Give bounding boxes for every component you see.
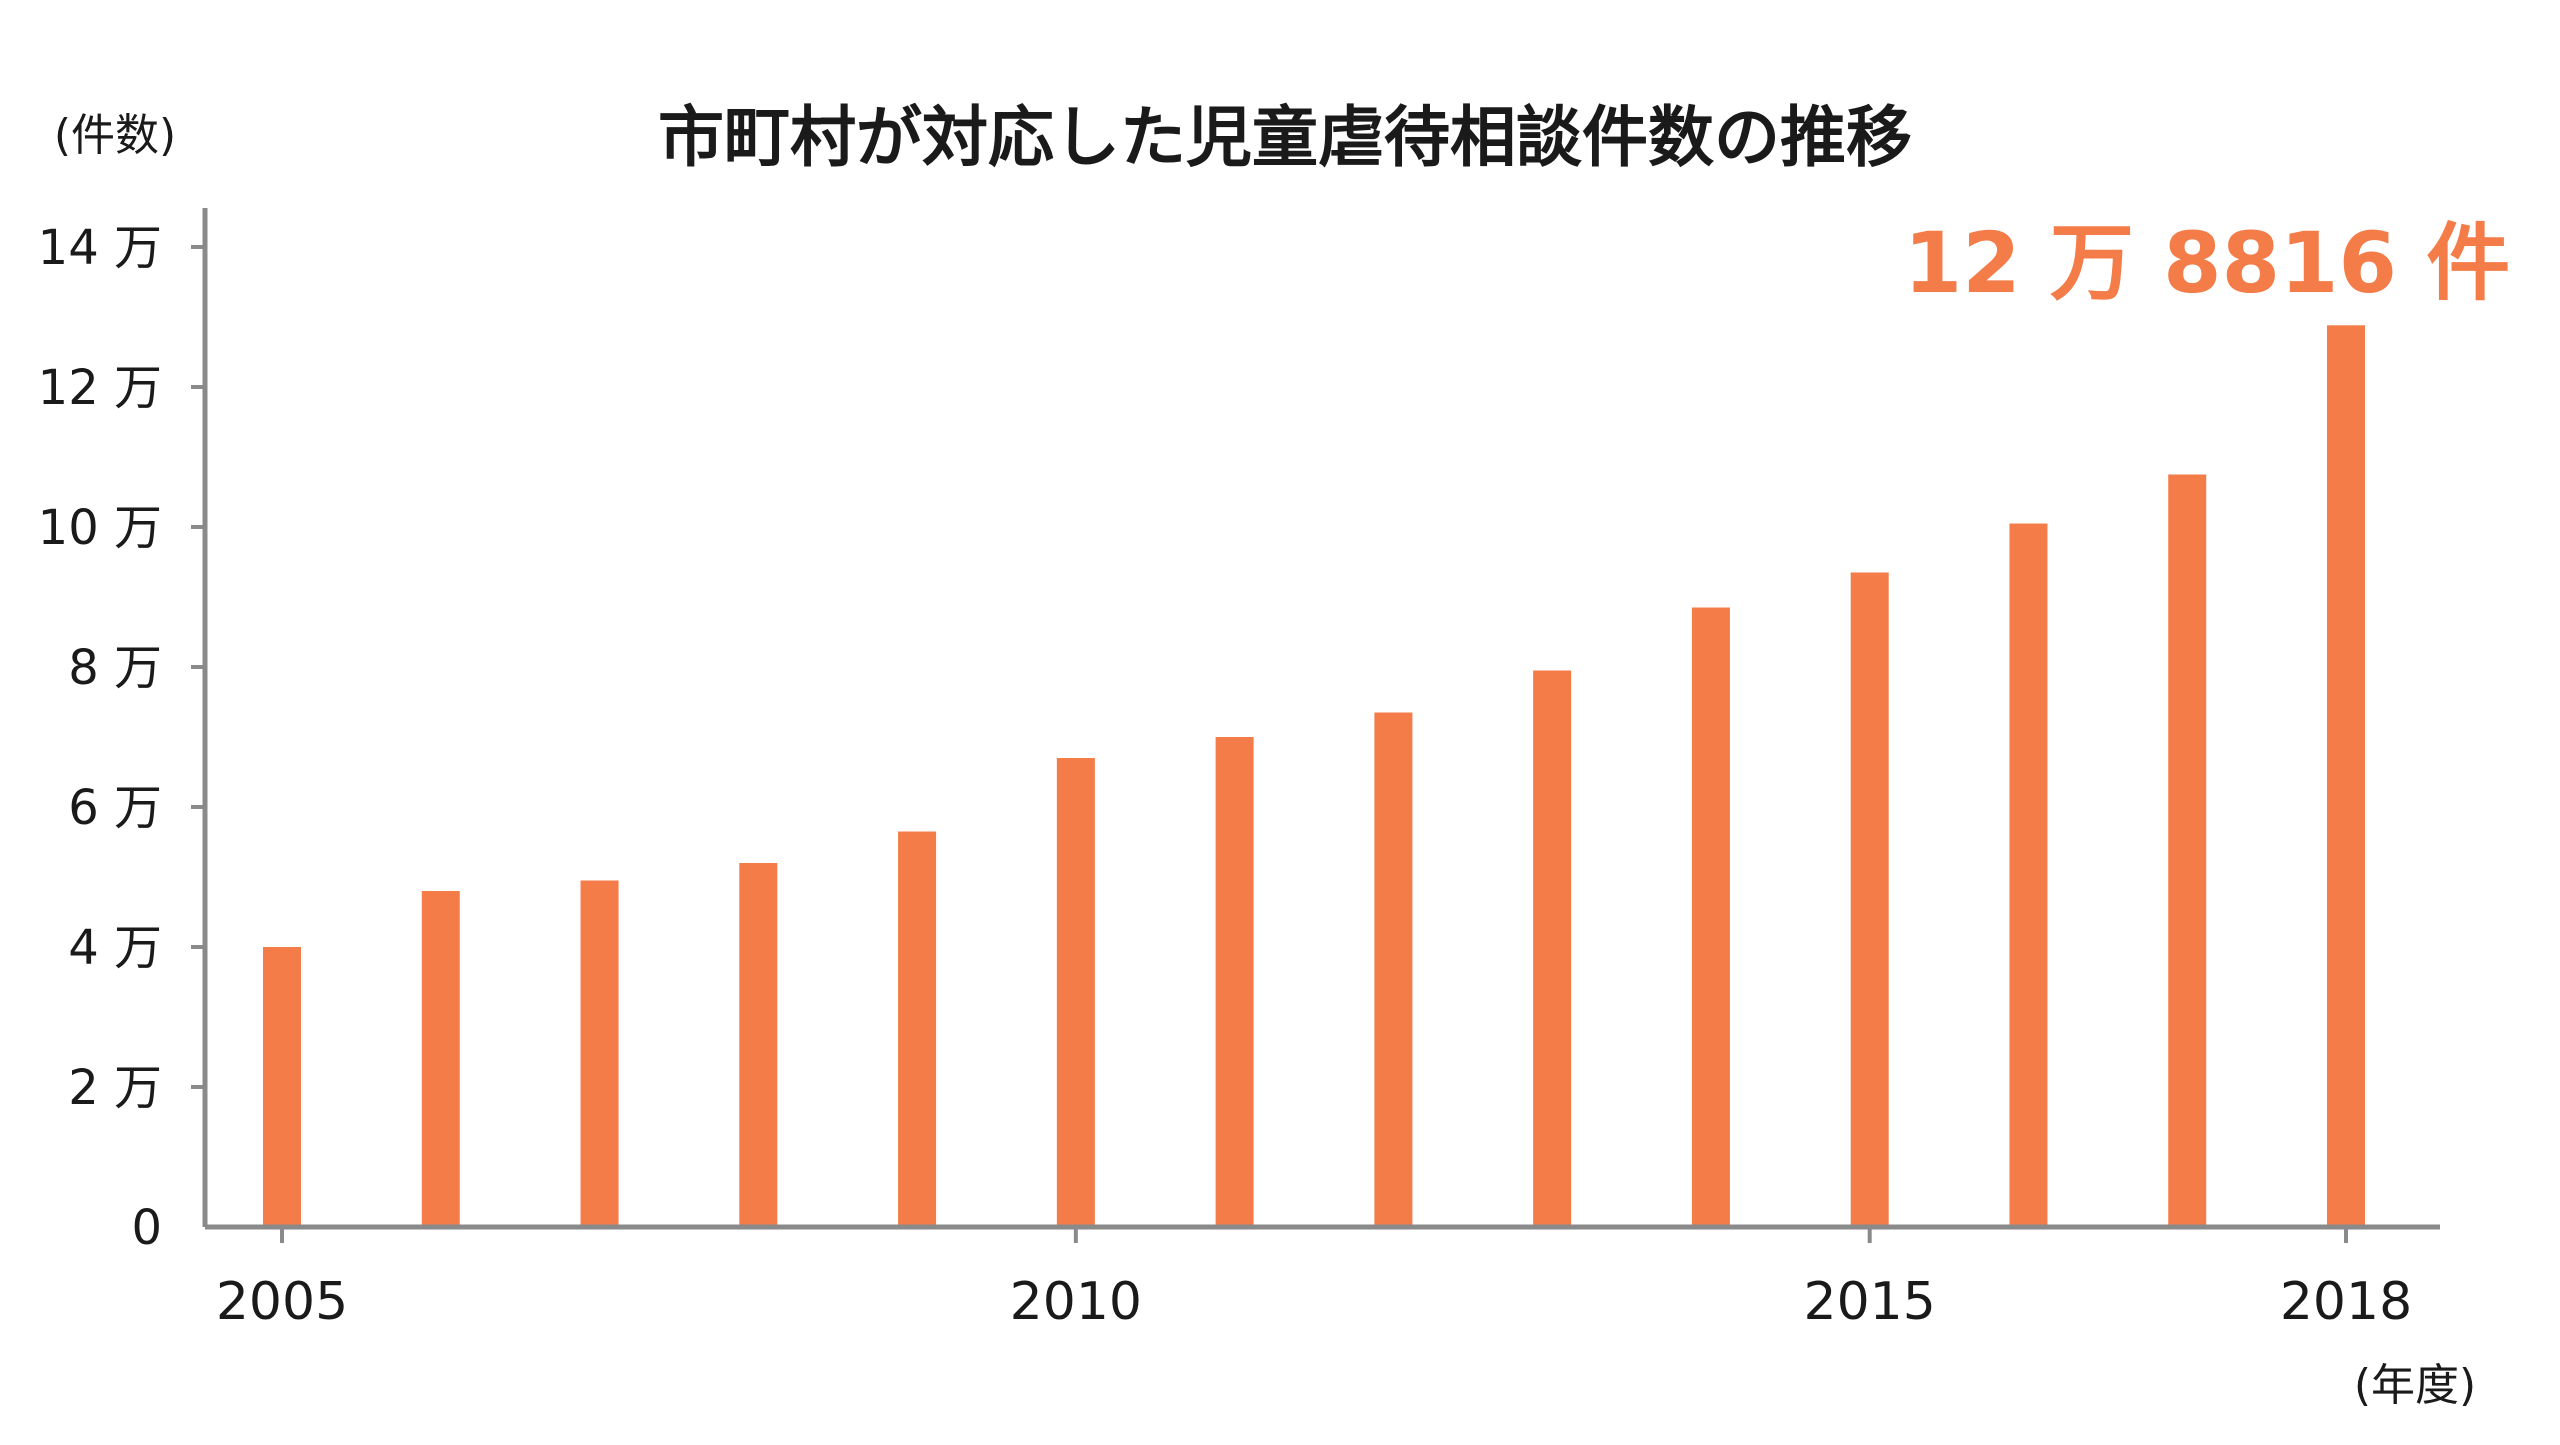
bar-2005 [263,947,301,1227]
bar-2009 [898,831,937,1227]
y-tick-label: 0 [131,1200,162,1256]
y-tick-label: 10 万 [38,500,162,556]
y-tick-label: 12 万 [38,360,162,416]
bar-2017 [2168,474,2207,1227]
y-axis-unit-label: (件数) [54,110,176,161]
max-value-annotation: 12 万 8816 件 [1904,214,2510,312]
bar-2011 [1215,737,1254,1227]
bar-2018 [2327,325,2365,1228]
y-tick-label: 4 万 [68,920,162,976]
y-tick-label: 6 万 [68,780,162,836]
chart-title: 市町村が対応した児童虐待相談件数の推移 [658,99,1912,176]
x-tick-label: 2005 [216,1272,348,1332]
bars [263,325,2365,1228]
bar-2010 [1056,758,1095,1227]
bar-2015 [1850,572,1889,1227]
y-tick-label: 14 万 [38,220,162,276]
y-tick-label: 8 万 [68,640,162,696]
x-axis-unit-label: (年度) [2354,1360,2476,1411]
bar-2006 [421,891,460,1227]
x-tick-label: 2010 [1010,1272,1142,1332]
bar-2016 [2009,523,2048,1227]
bar-2008 [739,863,778,1227]
y-tick-label: 2 万 [68,1060,162,1116]
bar-2012 [1374,712,1413,1227]
x-tick-label: 2015 [1804,1272,1936,1332]
bar-2014 [1691,607,1730,1227]
x-axis-ticks: 2005 2010 2015 2018 [216,1227,2412,1332]
y-axis-ticks: 0 2 万 4 万 6 万 8 万 10 万 12 万 14 万 [38,220,205,1256]
bar-2007 [580,880,619,1227]
bar-2013 [1533,670,1572,1227]
x-tick-label: 2018 [2280,1272,2412,1332]
